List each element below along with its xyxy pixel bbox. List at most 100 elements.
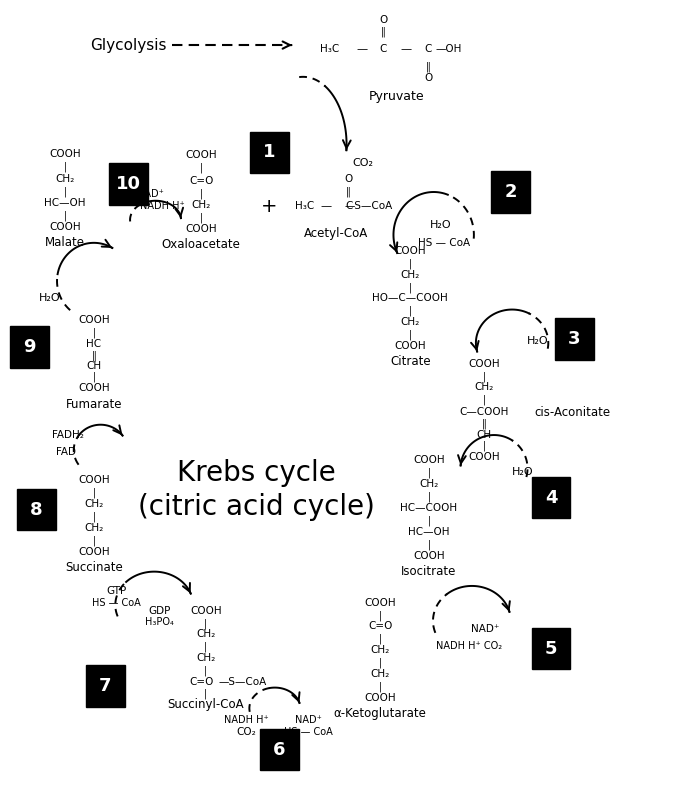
Text: CH₂: CH₂	[197, 630, 215, 639]
Text: |: |	[204, 642, 207, 652]
Text: CH₂: CH₂	[370, 646, 390, 655]
Text: +: +	[261, 197, 278, 216]
Text: ‖: ‖	[481, 418, 487, 429]
Text: ‖: ‖	[426, 61, 431, 72]
Text: H₂O: H₂O	[527, 336, 548, 347]
Text: cis-Aconitate: cis-Aconitate	[534, 406, 610, 418]
Bar	[86, 665, 125, 707]
Text: HO—C—COOH: HO—C—COOH	[372, 293, 448, 304]
Text: COOH: COOH	[413, 455, 445, 465]
Text: Malate: Malate	[45, 237, 85, 249]
Text: H₃C: H₃C	[320, 44, 339, 54]
Text: |: |	[92, 488, 96, 498]
Text: NAD⁺: NAD⁺	[137, 189, 164, 198]
Text: α-Ketoglutarate: α-Ketoglutarate	[334, 707, 427, 720]
Text: ‖: ‖	[381, 26, 386, 37]
Text: CH₂: CH₂	[84, 499, 104, 509]
Text: Acetyl-CoA: Acetyl-CoA	[304, 227, 369, 240]
Text: |: |	[427, 492, 431, 502]
Text: 8: 8	[30, 501, 42, 519]
Text: |: |	[409, 330, 412, 340]
Text: —S—CoA: —S—CoA	[345, 202, 393, 211]
Text: H₃C: H₃C	[295, 202, 314, 211]
Text: |: |	[63, 186, 67, 197]
Text: |: |	[378, 610, 382, 621]
Text: COOH: COOH	[468, 452, 500, 462]
Text: H₂O: H₂O	[39, 293, 61, 304]
Text: 4: 4	[544, 489, 557, 507]
Text: Krebs cycle
(citric acid cycle): Krebs cycle (citric acid cycle)	[138, 458, 374, 521]
Text: COOH: COOH	[394, 341, 426, 351]
Text: —OH: —OH	[435, 44, 462, 54]
Text: —: —	[357, 44, 367, 54]
Text: COOH: COOH	[185, 223, 217, 234]
Text: COOH: COOH	[364, 598, 396, 607]
Bar	[260, 729, 299, 770]
Text: |: |	[378, 634, 382, 645]
Text: C: C	[425, 44, 432, 54]
Text: COOH: COOH	[190, 606, 221, 615]
Text: COOH: COOH	[78, 475, 110, 485]
Text: 3: 3	[568, 330, 581, 348]
Bar	[532, 477, 571, 518]
Bar	[491, 171, 530, 213]
Text: Isocitrate: Isocitrate	[401, 565, 457, 578]
Text: |: |	[483, 441, 486, 451]
Text: CO₂: CO₂	[353, 158, 374, 167]
Text: CH₂: CH₂	[419, 479, 439, 489]
Text: |: |	[204, 618, 207, 629]
Text: 2: 2	[505, 183, 517, 201]
Text: Oxaloacetate: Oxaloacetate	[162, 238, 240, 251]
Text: Succinate: Succinate	[65, 561, 122, 574]
Text: Fumarate: Fumarate	[66, 398, 122, 410]
Text: CO₂: CO₂	[236, 727, 256, 737]
Text: |: |	[378, 681, 382, 692]
Text: C=O: C=O	[368, 622, 392, 631]
Text: |: |	[92, 372, 96, 383]
Text: |: |	[409, 258, 412, 269]
Text: |: |	[204, 689, 207, 699]
Text: |: |	[378, 658, 382, 668]
Text: HC: HC	[86, 339, 102, 349]
Text: 7: 7	[99, 677, 112, 695]
Text: CH₂: CH₂	[197, 654, 215, 663]
Text: HS — CoA: HS — CoA	[284, 727, 332, 737]
Text: COOH: COOH	[185, 151, 217, 160]
Text: ‖: ‖	[346, 186, 351, 197]
Text: O: O	[424, 73, 433, 83]
Text: |: |	[427, 468, 431, 478]
Text: CH₂: CH₂	[400, 317, 420, 328]
Text: —S—CoA: —S—CoA	[219, 677, 267, 687]
Text: COOH: COOH	[49, 222, 81, 232]
Text: ‖: ‖	[92, 351, 96, 361]
Text: HC—OH: HC—OH	[44, 198, 86, 208]
Text: CH₂: CH₂	[192, 200, 211, 210]
Text: |: |	[409, 306, 412, 316]
Text: CH: CH	[86, 361, 102, 371]
Text: COOH: COOH	[78, 383, 110, 393]
Text: |: |	[63, 161, 67, 172]
Text: COOH: COOH	[394, 245, 426, 256]
Text: 5: 5	[544, 640, 557, 658]
Text: COOH: COOH	[49, 149, 81, 159]
Text: FAD: FAD	[56, 446, 76, 457]
Text: CH₂: CH₂	[370, 669, 390, 679]
Text: 1: 1	[263, 143, 276, 161]
Text: NADH H⁺: NADH H⁺	[223, 715, 269, 725]
Text: |: |	[483, 371, 486, 382]
Bar	[555, 318, 594, 359]
Text: H₂O: H₂O	[512, 466, 534, 477]
Text: COOH: COOH	[78, 315, 110, 325]
Text: CH₂: CH₂	[400, 269, 420, 280]
Text: NAD⁺: NAD⁺	[295, 715, 322, 725]
Text: |: |	[204, 665, 207, 676]
Text: |: |	[409, 282, 412, 292]
Text: HC—OH: HC—OH	[409, 527, 450, 537]
Text: Glycolysis: Glycolysis	[90, 37, 167, 53]
Bar	[109, 163, 148, 205]
Text: HC—COOH: HC—COOH	[400, 503, 458, 513]
Text: |: |	[92, 328, 96, 338]
Text: H₃PO₄: H₃PO₄	[145, 618, 174, 627]
Text: NADH H⁺ CO₂: NADH H⁺ CO₂	[436, 642, 502, 651]
Text: GDP: GDP	[148, 606, 171, 615]
